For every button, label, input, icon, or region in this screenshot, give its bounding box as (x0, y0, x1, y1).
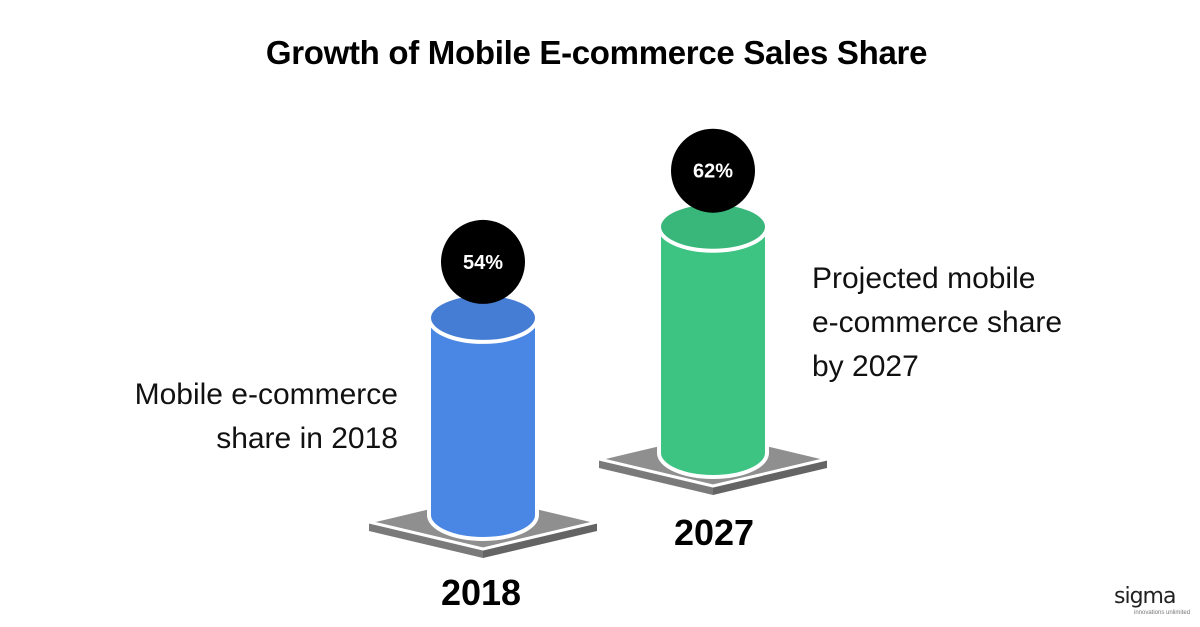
base-left-side-2027 (599, 459, 713, 495)
bar-body-2027 (657, 224, 769, 479)
base-right-side-2018 (483, 522, 597, 558)
bar-body-2018 (427, 315, 539, 541)
description-2027: Projected mobile e-commerce share by 202… (812, 262, 1063, 383)
value-label-2027: 62% (693, 161, 733, 183)
category-label-2018: 2018 (440, 572, 522, 613)
base-right-side-2027 (713, 459, 827, 495)
sigma-logo: sigma innovations unlimited (1114, 584, 1194, 624)
logo-wordmark: sigma (1114, 584, 1176, 609)
base-left-side-2018 (369, 522, 483, 558)
value-label-2018: 54% (463, 252, 503, 274)
value-bubble-2018 (441, 219, 525, 304)
description-2018: Mobile e-commerce share in 2018 (134, 378, 398, 455)
logo-tagline: innovations unlimited (1134, 610, 1191, 616)
chart-title: Growth of Mobile E-commerce Sales Share (265, 34, 928, 71)
category-label-2027: 2027 (673, 512, 755, 553)
value-bubble-2027 (671, 128, 755, 213)
